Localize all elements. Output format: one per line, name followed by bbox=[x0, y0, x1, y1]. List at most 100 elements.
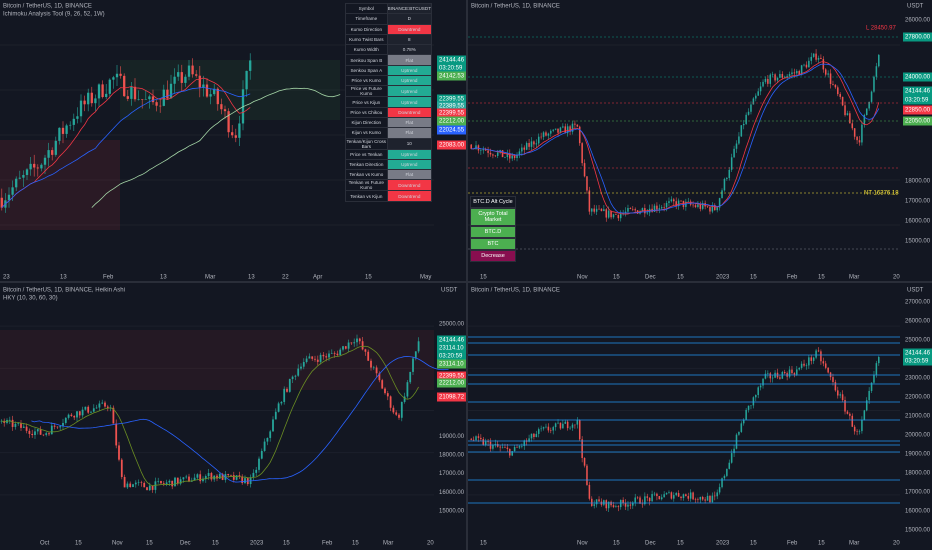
tenkan-line bbox=[1, 77, 251, 208]
candle-body bbox=[793, 72, 796, 74]
candle-body bbox=[361, 341, 364, 350]
candle-body bbox=[489, 152, 492, 155]
candle-body bbox=[851, 415, 854, 427]
candle-body bbox=[143, 482, 146, 488]
candle-body bbox=[31, 433, 34, 436]
candle-body bbox=[530, 433, 533, 439]
candle-body bbox=[788, 74, 791, 76]
candle-body bbox=[699, 204, 702, 209]
candle-body bbox=[861, 124, 863, 143]
candle-body bbox=[808, 357, 810, 366]
candle-body bbox=[624, 211, 627, 214]
candle-body bbox=[648, 497, 651, 502]
candle-body bbox=[525, 142, 528, 150]
candle-body bbox=[820, 57, 822, 60]
table-value: Uptrend bbox=[386, 148, 433, 160]
candle-body bbox=[605, 209, 608, 218]
candle-body bbox=[670, 199, 673, 202]
candle-body bbox=[576, 420, 579, 425]
candle-body bbox=[636, 497, 639, 499]
candle-body bbox=[115, 423, 118, 446]
candle-body bbox=[733, 448, 735, 454]
candle-body bbox=[141, 99, 144, 100]
price-label: 15000.00 bbox=[905, 528, 931, 534]
candle-body bbox=[20, 423, 22, 428]
candle-body bbox=[757, 387, 759, 396]
candle-body bbox=[832, 83, 834, 85]
time-label: Mar bbox=[849, 275, 859, 281]
price-tag-label: 22399.55 bbox=[439, 111, 465, 117]
candle-body bbox=[17, 423, 20, 424]
candle-body bbox=[800, 65, 803, 75]
candle-body bbox=[875, 66, 878, 77]
candle-body bbox=[76, 411, 78, 418]
candle-body bbox=[535, 433, 538, 438]
candle-body bbox=[566, 421, 569, 429]
candle-body bbox=[266, 437, 269, 442]
candle-body bbox=[336, 353, 339, 355]
candle-body bbox=[805, 64, 808, 68]
candle-body bbox=[260, 450, 263, 459]
candle-body bbox=[104, 402, 106, 407]
candle-body bbox=[319, 354, 322, 362]
price-tag bbox=[437, 343, 466, 353]
time-label: 22 bbox=[282, 275, 289, 281]
candle-body bbox=[730, 157, 733, 170]
table-value: Downtrend bbox=[386, 179, 433, 192]
price-tag bbox=[437, 108, 466, 118]
candle-body bbox=[586, 465, 588, 485]
candle-body bbox=[740, 125, 743, 137]
candle-body bbox=[747, 405, 750, 410]
candle-body bbox=[820, 351, 822, 362]
candle-body bbox=[738, 431, 740, 435]
candle-body bbox=[829, 73, 832, 84]
price-tag-label: 24000.00 bbox=[905, 75, 931, 81]
table-value: 8 bbox=[386, 33, 433, 46]
candle-body bbox=[159, 105, 162, 107]
candle-body bbox=[718, 487, 721, 493]
candle-body bbox=[578, 420, 581, 440]
price-tag bbox=[437, 116, 466, 126]
candle-body bbox=[375, 367, 378, 374]
alt-cycle-cell: Decrease bbox=[470, 250, 516, 262]
candle-body bbox=[95, 407, 98, 409]
candle-body bbox=[67, 414, 70, 418]
candle-body bbox=[658, 208, 661, 210]
candle-body bbox=[615, 506, 617, 507]
axis-unit: USDT bbox=[441, 288, 458, 294]
candle-body bbox=[195, 74, 198, 76]
table-row: Tenkan/Kijun Cross Bars 10 bbox=[345, 137, 433, 150]
time-label: Mar bbox=[205, 275, 215, 281]
candle-body bbox=[356, 338, 358, 343]
price-label: 16000.00 bbox=[905, 219, 931, 225]
candle-body bbox=[598, 499, 600, 502]
candle-body bbox=[209, 94, 212, 97]
candle-body bbox=[148, 96, 151, 100]
price-tag bbox=[437, 359, 466, 369]
candle-body bbox=[733, 148, 735, 158]
price-tag bbox=[437, 392, 466, 402]
price-tag bbox=[437, 55, 466, 65]
time-label: 15 bbox=[613, 275, 620, 281]
candle-body bbox=[294, 375, 297, 377]
candle-body bbox=[668, 201, 670, 203]
candle-body bbox=[176, 477, 179, 484]
candle-body bbox=[162, 483, 165, 484]
candle-body bbox=[663, 494, 665, 498]
price-label: 20000.00 bbox=[905, 433, 931, 439]
candle-body bbox=[252, 472, 255, 478]
candle-body bbox=[484, 441, 487, 445]
price-label: 18000.00 bbox=[905, 178, 931, 184]
table-row: Timeframe D bbox=[345, 13, 433, 25]
candle-body bbox=[18, 177, 21, 179]
candle-body bbox=[588, 484, 591, 499]
candle-body bbox=[470, 144, 472, 149]
candle-body bbox=[557, 128, 559, 133]
price-tag bbox=[903, 95, 932, 105]
candle-body bbox=[492, 444, 494, 449]
candle-body bbox=[386, 393, 389, 397]
candle-body bbox=[344, 346, 347, 349]
price-tag bbox=[437, 94, 466, 104]
candle-body bbox=[783, 77, 786, 78]
table-row: Kijun vs Kumo Flat bbox=[345, 127, 433, 139]
